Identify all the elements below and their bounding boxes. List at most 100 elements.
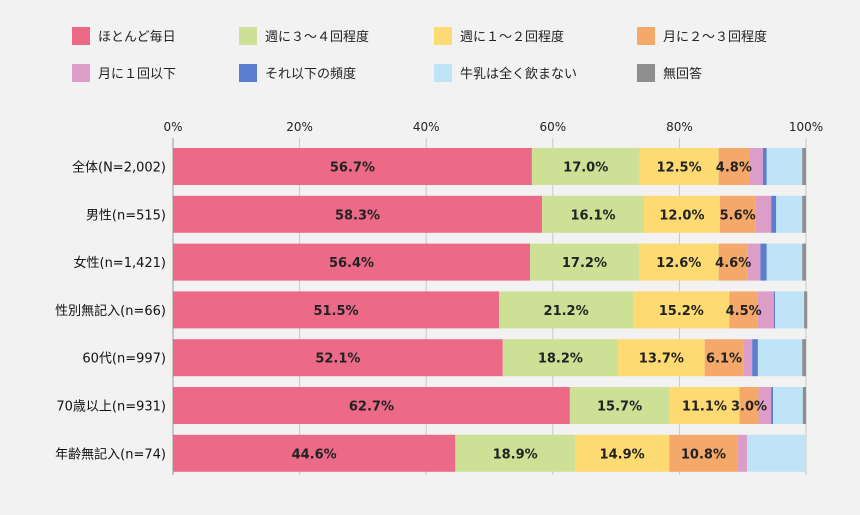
category-label: 性別無記入(n=66) [55, 303, 166, 319]
bar-segment [574, 434, 670, 472]
data-label: 15.7% [597, 400, 642, 415]
bar-segment [747, 434, 806, 472]
data-label: 18.2% [538, 352, 583, 367]
bar-segment [173, 195, 543, 233]
legend-label: 月に２～３回程度 [663, 29, 767, 45]
bar-segment [755, 195, 772, 233]
data-label: 3.0% [731, 400, 767, 415]
x-tick-label: 60% [539, 120, 566, 134]
data-label: 15.2% [659, 304, 704, 319]
bar-segment [776, 195, 803, 233]
bar-segment [766, 148, 803, 185]
data-label: 4.6% [715, 256, 751, 271]
bar-segment [502, 339, 618, 377]
legend-label: ほとんど毎日 [98, 29, 176, 45]
bar-segment [455, 434, 575, 472]
bar-segment [802, 339, 806, 377]
bar-segment [498, 291, 634, 329]
bar-segment [173, 434, 456, 472]
data-label: 56.7% [330, 161, 375, 176]
bar-segment [569, 387, 670, 424]
bar-segment [802, 387, 806, 424]
bar-segment [773, 387, 803, 424]
data-label: 5.6% [720, 208, 756, 223]
x-tick-label: 20% [286, 120, 313, 134]
legend-swatch [434, 27, 452, 45]
data-label: 6.1% [706, 352, 742, 367]
legend-label: 週に３～４回程度 [265, 29, 369, 45]
legend-swatch [637, 64, 655, 82]
legend-swatch [72, 64, 90, 82]
data-label: 62.7% [349, 400, 394, 415]
data-label: 14.9% [600, 447, 645, 462]
bar-segment [802, 148, 806, 185]
data-label: 52.1% [315, 352, 360, 367]
data-label: 44.6% [292, 447, 337, 462]
bar-segment [718, 148, 750, 185]
bar-segment [758, 387, 772, 424]
bar-segment [743, 339, 753, 377]
bar-segment [633, 291, 730, 329]
data-label: 21.2% [544, 304, 589, 319]
category-labels: 全体(N=2,002) 男性(n=515) 女性(n=1,421) 性別無記入(n=6… [55, 160, 166, 463]
bar-segment [774, 291, 805, 329]
bar-segment [757, 339, 803, 377]
bar-segment [542, 195, 644, 233]
data-label: 17.0% [563, 161, 608, 176]
bar-segment [719, 195, 756, 233]
data-label: 12.6% [656, 256, 701, 271]
bars [173, 148, 808, 472]
data-label: 13.7% [639, 352, 684, 367]
data-labels: 56.7% 17.0% 12.5% 4.8% 58.3% 16.1% 12.0% 5.6% 56… [292, 161, 767, 463]
bar-segment [617, 339, 705, 377]
bar-segment [760, 243, 767, 281]
bar-segment [718, 243, 748, 281]
x-tick-label: 80% [666, 120, 693, 134]
bar-segment [173, 339, 503, 377]
bar-segment [802, 195, 806, 233]
bar-segment [173, 148, 532, 185]
data-label: 11.1% [682, 400, 727, 415]
legend-label: 無回答 [663, 66, 702, 82]
bar-segment [173, 243, 531, 281]
data-label: 10.8% [681, 447, 726, 462]
category-label: 60代(n=997) [82, 352, 166, 367]
bar-segment [173, 387, 570, 424]
category-label: 全体(N=2,002) [72, 160, 166, 176]
data-label: 12.0% [659, 208, 704, 223]
x-tick-label: 40% [413, 120, 440, 134]
legend-label: それ以下の頻度 [265, 66, 356, 82]
x-axis-ticks: 0% 20% 40% 60% 80% 100% [163, 120, 823, 134]
data-label: 17.2% [562, 256, 607, 271]
legend-label: 牛乳は全く飲まない [460, 66, 577, 82]
data-label: 56.4% [329, 256, 374, 271]
bar-segment [704, 339, 744, 377]
legend-label: 月に１回以下 [98, 67, 176, 82]
bar-segment [737, 434, 748, 472]
data-label: 4.5% [726, 304, 762, 319]
bar-segment [804, 291, 808, 329]
bar-segment [643, 195, 720, 233]
bar-segment [771, 387, 774, 424]
data-label: 4.8% [716, 161, 752, 176]
data-label: 16.1% [570, 208, 615, 223]
data-label: 58.3% [335, 208, 380, 223]
legend-swatch [239, 64, 257, 82]
bar-segment [739, 387, 759, 424]
bar-segment [638, 243, 719, 281]
bar-segment [530, 243, 639, 281]
category-label: 女性(n=1,421) [74, 255, 167, 271]
legend-swatch [637, 27, 655, 45]
data-label: 51.5% [313, 304, 358, 319]
bar-segment [669, 434, 738, 472]
data-label: 18.9% [493, 447, 538, 462]
legend-swatch [434, 64, 452, 82]
bar-segment [639, 148, 719, 185]
bar-segment [773, 291, 775, 329]
x-tick-label: 0% [163, 120, 182, 134]
bar-segment [762, 148, 767, 185]
bar-segment [771, 195, 777, 233]
bar-segment [173, 291, 499, 329]
bar-segment [531, 148, 640, 185]
x-tick-label: 100% [789, 120, 823, 134]
